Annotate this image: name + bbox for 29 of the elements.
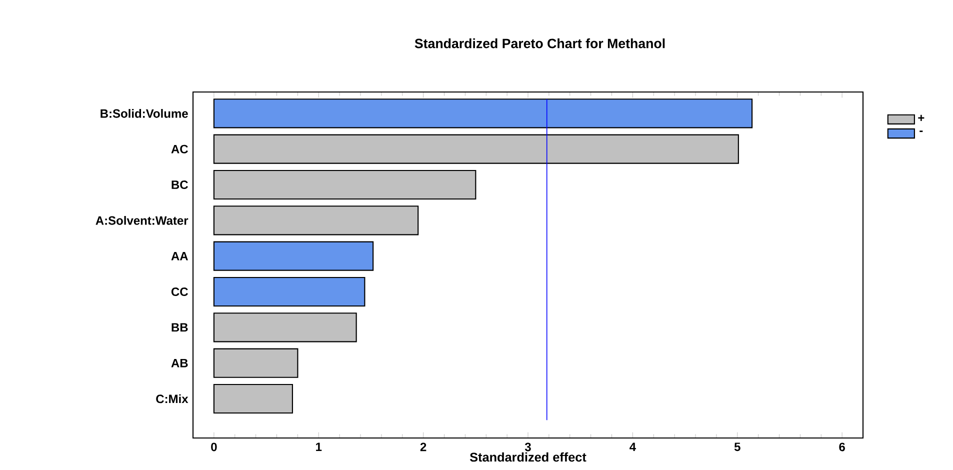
x-tick-label: 1 — [316, 442, 322, 451]
bar — [213, 170, 476, 200]
x-tick-label: 0 — [211, 442, 217, 452]
y-tick-label: CC — [171, 287, 188, 296]
x-tick-label: 3 — [524, 442, 531, 452]
bar — [213, 134, 739, 164]
x-tick-label: 4 — [630, 442, 636, 451]
y-tick-label: AA — [171, 252, 188, 260]
x-tick-label: 6 — [839, 442, 845, 452]
x-tick-label: 2 — [420, 442, 426, 452]
x-axis-title: Standardized effect — [470, 452, 586, 462]
y-tick-label: BB — [172, 323, 188, 332]
legend-label: - — [920, 130, 923, 132]
y-tick-label: B:Solid:Volume — [100, 108, 188, 118]
bar — [213, 276, 366, 307]
y-tick-label: AB — [171, 358, 188, 368]
bar — [213, 206, 419, 236]
bar — [213, 384, 293, 414]
bar — [213, 348, 298, 378]
chart-title: Standardized Pareto Chart for Methanol — [414, 38, 665, 48]
y-tick-label: C:Mix — [156, 394, 188, 404]
y-tick-label: BC — [172, 180, 188, 189]
legend-label: + — [918, 114, 924, 121]
y-tick-label: A:Solvent:Water — [96, 216, 188, 225]
bar — [213, 98, 753, 128]
x-tick-label: 5 — [734, 442, 740, 452]
bar — [213, 312, 357, 342]
bar — [213, 241, 374, 271]
y-tick-label: AC — [171, 144, 188, 154]
